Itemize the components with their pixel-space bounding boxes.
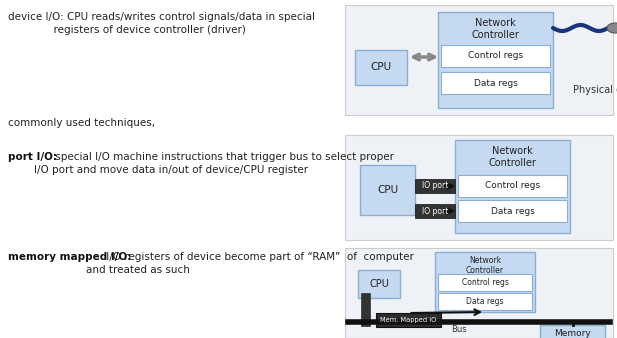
Bar (438, 293, 532, 310)
Text: I/O registers of device become part of “RAM”  of  computer: I/O registers of device become part of “… (103, 252, 414, 262)
Text: registers of device controller (driver): registers of device controller (driver) (8, 25, 246, 35)
Text: Data regs: Data regs (491, 207, 534, 216)
Bar (438, 12, 553, 108)
Text: CPU: CPU (377, 185, 398, 195)
Text: Mem. Mapped IO: Mem. Mapped IO (380, 317, 437, 323)
Text: Network
Controller: Network Controller (466, 256, 504, 275)
Ellipse shape (607, 23, 617, 33)
Text: commonly used techniques,: commonly used techniques, (8, 118, 155, 128)
Bar (415, 204, 455, 218)
Text: special I/O machine instructions that trigger bus to select proper: special I/O machine instructions that tr… (52, 152, 394, 162)
Bar (345, 248, 613, 338)
Bar (458, 200, 567, 222)
Text: Control regs: Control regs (462, 278, 508, 287)
Bar (358, 270, 400, 298)
Bar (345, 5, 613, 115)
Text: Control regs: Control regs (485, 182, 540, 191)
Text: device I/O: CPU reads/writes control signals/data in special: device I/O: CPU reads/writes control sig… (8, 12, 315, 22)
Text: Data regs: Data regs (466, 297, 503, 306)
Text: Physical device: Physical device (573, 85, 617, 95)
Text: IO port: IO port (422, 207, 448, 216)
Text: Memory: Memory (554, 329, 591, 338)
Text: Data regs: Data regs (474, 78, 518, 88)
Bar (360, 165, 415, 215)
Text: CPU: CPU (369, 279, 389, 289)
Text: Bus: Bus (451, 325, 467, 334)
Text: Control regs: Control regs (468, 51, 523, 61)
Bar (438, 274, 532, 291)
Bar (345, 135, 613, 240)
Text: memory mapped I/O:: memory mapped I/O: (8, 252, 131, 262)
Bar (441, 72, 550, 94)
Bar (376, 313, 441, 327)
Text: I/O port and move data in/out of device/CPU register: I/O port and move data in/out of device/… (8, 165, 308, 175)
Bar (435, 252, 535, 312)
Bar (455, 140, 570, 233)
Text: Network
Controller: Network Controller (489, 146, 536, 168)
Text: CPU: CPU (370, 63, 392, 72)
Bar (355, 50, 407, 85)
Bar (458, 175, 567, 197)
Text: and treated as such: and treated as such (8, 265, 190, 275)
Bar (540, 325, 605, 338)
Text: IO port: IO port (422, 182, 448, 191)
Bar (415, 179, 455, 193)
Bar (441, 45, 550, 67)
Text: port I/O:: port I/O: (8, 152, 57, 162)
Text: Network
Controller: Network Controller (471, 18, 520, 40)
